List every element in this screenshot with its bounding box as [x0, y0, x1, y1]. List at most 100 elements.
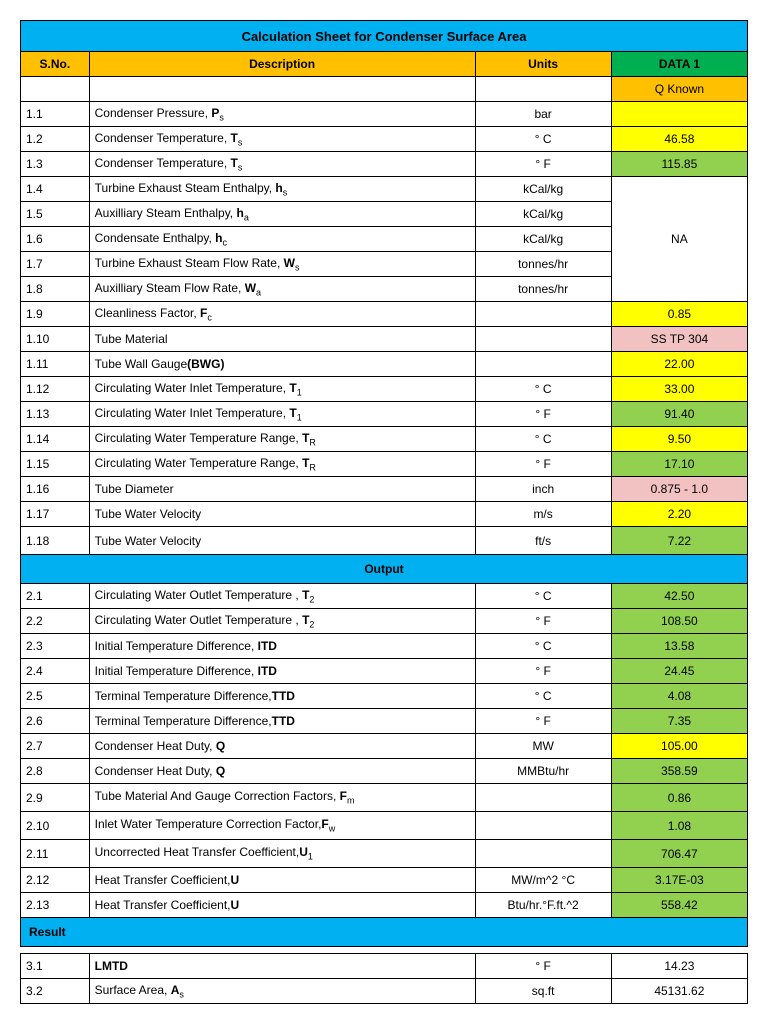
cell-units: ° F: [475, 659, 611, 684]
cell-units: bar: [475, 102, 611, 127]
cell-units: ° F: [475, 609, 611, 634]
cell-sno: 2.9: [21, 784, 90, 812]
cell-sno: 2.1: [21, 584, 90, 609]
cell-units: ° F: [475, 709, 611, 734]
cell-desc: Surface Area, As: [89, 979, 475, 1004]
cell-sno: 2.2: [21, 609, 90, 634]
cell-desc: Tube Material And Gauge Correction Facto…: [89, 784, 475, 812]
cell-value: 0.86: [611, 784, 747, 812]
cell-desc: Turbine Exhaust Steam Enthalpy, hs: [89, 177, 475, 202]
cell-desc: Circulating Water Inlet Temperature, T1: [89, 377, 475, 402]
cell-desc: Turbine Exhaust Steam Flow Rate, Ws: [89, 252, 475, 277]
cell-sno: 2.7: [21, 734, 90, 759]
cell-sno: 1.1: [21, 102, 90, 127]
cell-value: 42.50: [611, 584, 747, 609]
table-row: 1.12Circulating Water Inlet Temperature,…: [21, 377, 748, 402]
table-row: 1.9Cleanliness Factor, Fc0.85: [21, 302, 748, 327]
cell-value: 33.00: [611, 377, 747, 402]
cell-value: 7.22: [611, 527, 747, 555]
table-row: 1.17Tube Water Velocitym/s2.20: [21, 502, 748, 527]
cell-value: 0.875 - 1.0: [611, 477, 747, 502]
cell-desc: Inlet Water Temperature Correction Facto…: [89, 812, 475, 840]
cell-sno: 2.13: [21, 893, 90, 918]
table-row: 2.1Circulating Water Outlet Temperature …: [21, 584, 748, 609]
table-row: 2.7Condenser Heat Duty, QMW105.00: [21, 734, 748, 759]
cell-desc: Condenser Heat Duty, Q: [89, 734, 475, 759]
cell-desc: Circulating Water Outlet Temperature , T…: [89, 609, 475, 634]
cell-sno: 2.5: [21, 684, 90, 709]
cell-desc: Condenser Temperature, Ts: [89, 127, 475, 152]
cell-desc: Tube Water Velocity: [89, 527, 475, 555]
cell-value: 46.58: [611, 127, 747, 152]
cell-sno: 1.15: [21, 452, 90, 477]
table-row: 1.10Tube MaterialSS TP 304: [21, 327, 748, 352]
table-row: 3.1LMTD° F14.23: [21, 954, 748, 979]
cell-value: 0.85: [611, 302, 747, 327]
cell-value: 105.00: [611, 734, 747, 759]
cell-sno: 1.12: [21, 377, 90, 402]
cell-desc: Terminal Temperature Difference,TTD: [89, 684, 475, 709]
cell-desc: Heat Transfer Coefficient,U: [89, 868, 475, 893]
cell-sno: 1.18: [21, 527, 90, 555]
cell-desc: LMTD: [89, 954, 475, 979]
table-row: 1.13Circulating Water Inlet Temperature,…: [21, 402, 748, 427]
cell-units: [475, 812, 611, 840]
cell-units: MMBtu/hr: [475, 759, 611, 784]
table-row: 2.10Inlet Water Temperature Correction F…: [21, 812, 748, 840]
cell-units: m/s: [475, 502, 611, 527]
cell-units: Btu/hr.°F.ft.^2: [475, 893, 611, 918]
cell-value: 108.50: [611, 609, 747, 634]
cell-units: [475, 840, 611, 868]
cell-sno: 2.10: [21, 812, 90, 840]
cell-sno: 1.14: [21, 427, 90, 452]
cell-units: ° F: [475, 452, 611, 477]
output-header: Output: [21, 555, 748, 584]
cell-units: [475, 327, 611, 352]
table-row: 2.12Heat Transfer Coefficient,UMW/m^2 °C…: [21, 868, 748, 893]
cell-value: 17.10: [611, 452, 747, 477]
table-row: 2.13Heat Transfer Coefficient,UBtu/hr.°F…: [21, 893, 748, 918]
table-row: 1.11Tube Wall Gauge(BWG)22.00: [21, 352, 748, 377]
table-row: 1.14Circulating Water Temperature Range,…: [21, 427, 748, 452]
cell-sno: 1.10: [21, 327, 90, 352]
cell-sno: 3.1: [21, 954, 90, 979]
cell-value: [611, 102, 747, 127]
cell-sno: 1.4: [21, 177, 90, 202]
table-row: 2.11Uncorrected Heat Transfer Coefficien…: [21, 840, 748, 868]
cell-value: NA: [611, 177, 747, 302]
cell-sno: 2.8: [21, 759, 90, 784]
cell-units: ° C: [475, 427, 611, 452]
cell-units: ° C: [475, 584, 611, 609]
cell-sno: 1.6: [21, 227, 90, 252]
cell-value: 22.00: [611, 352, 747, 377]
table-row: 1.1Condenser Pressure, Psbar: [21, 102, 748, 127]
cell-units: kCal/kg: [475, 177, 611, 202]
cell-value: 7.35: [611, 709, 747, 734]
cell-value: 24.45: [611, 659, 747, 684]
cell-units: tonnes/hr: [475, 277, 611, 302]
cell-units: ° C: [475, 684, 611, 709]
calculation-table: Calculation Sheet for Condenser Surface …: [20, 20, 748, 1004]
cell-value: 558.42: [611, 893, 747, 918]
table-row: 2.4Initial Temperature Difference, ITD° …: [21, 659, 748, 684]
cell-desc: Initial Temperature Difference, ITD: [89, 659, 475, 684]
table-row: 1.2Condenser Temperature, Ts° C46.58: [21, 127, 748, 152]
header-data: DATA 1: [611, 52, 747, 77]
cell-desc: Circulating Water Temperature Range, TR: [89, 452, 475, 477]
cell-desc: Condenser Temperature, Ts: [89, 152, 475, 177]
cell-desc: Tube Wall Gauge(BWG): [89, 352, 475, 377]
cell-value: 45131.62: [611, 979, 747, 1004]
cell-units: ° F: [475, 152, 611, 177]
cell-units: ° C: [475, 127, 611, 152]
cell-units: sq.ft: [475, 979, 611, 1004]
cell-sno: 3.2: [21, 979, 90, 1004]
cell-sno: 2.6: [21, 709, 90, 734]
table-row: 2.8Condenser Heat Duty, QMMBtu/hr358.59: [21, 759, 748, 784]
table-row: 2.2Circulating Water Outlet Temperature …: [21, 609, 748, 634]
cell-units: [475, 352, 611, 377]
cell-desc: Tube Diameter: [89, 477, 475, 502]
cell-units: MW: [475, 734, 611, 759]
cell-sno: 1.7: [21, 252, 90, 277]
cell-units: [475, 784, 611, 812]
cell-sno: 2.12: [21, 868, 90, 893]
